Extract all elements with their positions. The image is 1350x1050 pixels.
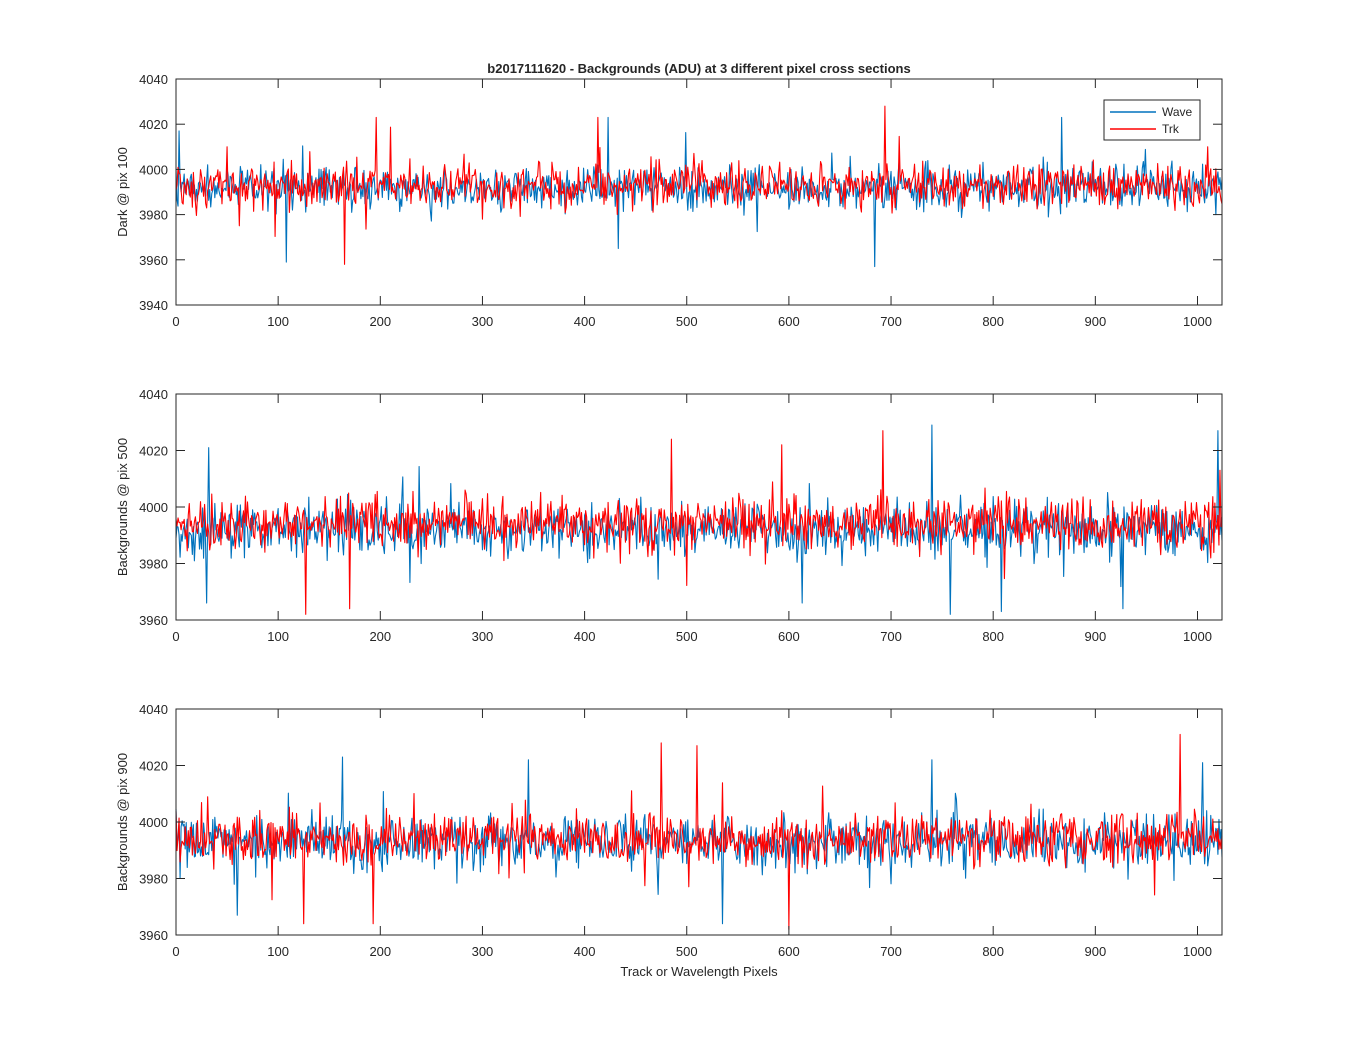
y-axis-label: Dark @ pix 100: [115, 147, 130, 237]
y-tick-label: 4020: [139, 117, 168, 132]
x-tick-label: 0: [172, 629, 179, 644]
series-line-trk: [175, 430, 1223, 615]
subplot-backgrounds-pix-900: 0 100 200 300 400 500 600 700 800 900 1000 3960 3980…: [115, 702, 1223, 959]
x-tick-label: 800: [982, 944, 1004, 959]
x-tick-label: 100: [267, 629, 289, 644]
y-tick-label: 4000: [139, 815, 168, 830]
x-tick-label: 900: [1084, 314, 1106, 329]
y-axis-label: Backgrounds @ pix 500: [115, 438, 130, 576]
x-tick-label: 1000: [1183, 944, 1212, 959]
y-tick-label: 4000: [139, 162, 168, 177]
legend-box: [1103, 99, 1201, 141]
legend-label-trk: Trk: [1162, 122, 1180, 136]
y-tick-label: 4020: [139, 444, 168, 459]
x-tick-label: 1000: [1183, 314, 1212, 329]
legend-label-wave: Wave: [1162, 105, 1193, 119]
legend: Wave Trk: [1103, 99, 1201, 141]
y-tick-label: 4040: [139, 72, 168, 87]
x-tick-label: 700: [880, 944, 902, 959]
x-tick-label: 100: [267, 944, 289, 959]
y-tick-label: 4000: [139, 500, 168, 515]
y-tick-label: 3980: [139, 872, 168, 887]
x-tick-label: 600: [778, 314, 800, 329]
x-tick-label: 800: [982, 629, 1004, 644]
x-tick-label: 900: [1084, 629, 1106, 644]
x-tick-label: 200: [369, 944, 391, 959]
subplot-backgrounds-pix-500: 0 100 200 300 400 500 600 700 800 900 1000 3960 3980…: [115, 387, 1223, 644]
x-tick-label: 0: [172, 314, 179, 329]
x-tick-label: 300: [472, 944, 494, 959]
x-tick-label: 500: [676, 314, 698, 329]
y-tick-label: 3980: [139, 208, 168, 223]
y-axis-label: Backgrounds @ pix 900: [115, 753, 130, 891]
x-tick-label: 600: [778, 944, 800, 959]
y-tick-label: 4040: [139, 387, 168, 402]
series-line-trk: [175, 105, 1223, 265]
x-tick-label: 400: [574, 944, 596, 959]
y-tick-label: 3960: [139, 928, 168, 943]
subplot-dark-pix-100: 0 100 200 300 400 500 600 700 800 900 1000 3940 3960…: [115, 72, 1223, 329]
y-tick-label: 3960: [139, 253, 168, 268]
x-tick-label: 200: [369, 314, 391, 329]
x-tick-label: 100: [267, 314, 289, 329]
x-tick-label: 500: [676, 944, 698, 959]
figure-title: b2017111620 - Backgrounds (ADU) at 3 dif…: [487, 61, 910, 76]
y-tick-label: 3960: [139, 613, 168, 628]
series-line-trk: [175, 733, 1223, 930]
x-tick-label: 400: [574, 629, 596, 644]
y-tick-label: 4040: [139, 702, 168, 717]
x-tick-label: 900: [1084, 944, 1106, 959]
y-tick-label: 4020: [139, 759, 168, 774]
x-tick-label: 1000: [1183, 629, 1212, 644]
y-tick-label: 3940: [139, 298, 168, 313]
x-tick-label: 300: [472, 629, 494, 644]
x-tick-label: 700: [880, 314, 902, 329]
y-tick-label: 3980: [139, 557, 168, 572]
x-tick-label: 500: [676, 629, 698, 644]
x-tick-label: 800: [982, 314, 1004, 329]
x-axis-label: Track or Wavelength Pixels: [620, 964, 778, 979]
x-tick-label: 0: [172, 944, 179, 959]
x-tick-label: 700: [880, 629, 902, 644]
x-tick-label: 400: [574, 314, 596, 329]
plot-frame: [175, 78, 1223, 306]
x-tick-label: 600: [778, 629, 800, 644]
x-tick-label: 300: [472, 314, 494, 329]
x-tick-label: 200: [369, 629, 391, 644]
